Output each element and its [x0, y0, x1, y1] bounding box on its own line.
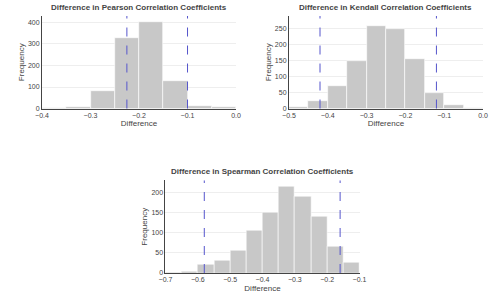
svg-text:Frequency: Frequency — [140, 208, 149, 246]
svg-text:200: 200 — [28, 62, 40, 69]
svg-text:−0.4: −0.4 — [35, 112, 49, 119]
svg-text:−0.4: −0.4 — [321, 112, 335, 119]
svg-text:100: 100 — [275, 73, 287, 80]
svg-text:−0.3: −0.3 — [360, 112, 374, 119]
svg-text:Difference in Kendall Correlat: Difference in Kendall Correlation Coeffi… — [299, 3, 472, 12]
svg-text:−0.4: −0.4 — [256, 276, 270, 283]
svg-text:−0.3: −0.3 — [84, 112, 98, 119]
svg-text:250: 250 — [275, 25, 287, 32]
svg-text:−0.3: −0.3 — [288, 276, 302, 283]
svg-text:100: 100 — [151, 229, 163, 236]
svg-text:400: 400 — [28, 19, 40, 26]
svg-text:150: 150 — [275, 57, 287, 64]
svg-text:−0.6: −0.6 — [191, 276, 205, 283]
svg-text:Difference in Spearman Correla: Difference in Spearman Correlation Coeff… — [171, 167, 354, 176]
svg-text:0: 0 — [159, 269, 163, 276]
svg-text:Difference: Difference — [121, 119, 158, 128]
svg-text:0: 0 — [283, 105, 287, 112]
svg-text:Frequency: Frequency — [17, 43, 26, 81]
svg-text:−0.1: −0.1 — [437, 112, 451, 119]
svg-text:Frequency: Frequency — [264, 43, 273, 81]
svg-text:100: 100 — [28, 83, 40, 90]
svg-text:−0.1: −0.1 — [181, 112, 195, 119]
svg-text:50: 50 — [155, 249, 163, 256]
svg-text:0.0: 0.0 — [478, 112, 488, 119]
svg-text:−0.2: −0.2 — [398, 112, 412, 119]
svg-text:−0.7: −0.7 — [159, 276, 173, 283]
svg-text:Difference: Difference — [368, 119, 405, 128]
svg-text:−0.1: −0.1 — [353, 276, 367, 283]
svg-text:−0.5: −0.5 — [223, 276, 237, 283]
svg-text:50: 50 — [279, 89, 287, 96]
svg-text:−0.2: −0.2 — [320, 276, 334, 283]
svg-text:Difference: Difference — [244, 284, 281, 293]
svg-text:0.0: 0.0 — [231, 112, 241, 119]
svg-text:300: 300 — [28, 40, 40, 47]
svg-text:Difference in Pearson Correlat: Difference in Pearson Correlation Coeffi… — [51, 3, 227, 12]
svg-text:−0.2: −0.2 — [132, 112, 146, 119]
svg-text:150: 150 — [151, 209, 163, 216]
svg-text:200: 200 — [275, 41, 287, 48]
svg-text:−0.5: −0.5 — [282, 112, 296, 119]
svg-text:0: 0 — [36, 105, 40, 112]
svg-text:200: 200 — [151, 189, 163, 196]
